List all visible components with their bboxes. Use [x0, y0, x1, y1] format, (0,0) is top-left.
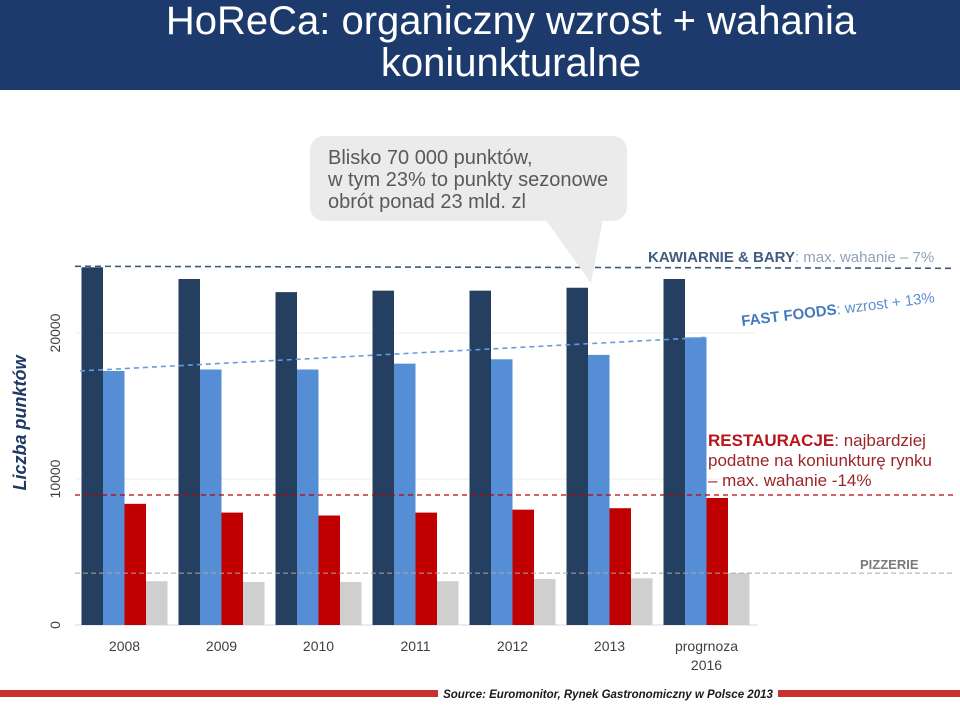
annotation-restauracje: RESTAURACJE: najbardziej podatne na koni…	[708, 431, 932, 491]
bar-restauracje-2013	[609, 508, 631, 625]
callout-tail	[545, 219, 603, 283]
callout-line: Blisko 70 000 punktów,	[328, 147, 533, 169]
bar-pizzerie-2013	[631, 578, 653, 625]
bar-kawiarnie-bary-2009	[178, 278, 200, 625]
x-category-label: 2012	[497, 638, 528, 654]
reference-lines	[74, 265, 956, 574]
x-axis-categories: 2008 2009 2010 2011 2012 2013 progrnoza 2016	[109, 638, 738, 673]
bar-kawiarnie-bary-2011	[372, 290, 394, 625]
bar-fast-foods-2012	[491, 359, 513, 625]
annotation-line: RESTAURACJE: najbardziej	[708, 431, 932, 451]
x-category-label: 2011	[400, 638, 430, 654]
bar-fast-foods-2013	[588, 354, 610, 625]
bar-fast-foods-2011	[394, 363, 416, 625]
x-category-label: 2013	[594, 638, 625, 654]
bar-pizzerie-progrnoza-2016	[728, 573, 750, 625]
bar-kawiarnie-bary-2013	[566, 287, 588, 625]
y-tick-label: 0	[47, 621, 63, 629]
annotation-text: : max. wahanie – 7%	[794, 249, 935, 266]
bar-restauracje-2010	[318, 515, 340, 625]
bar-restauracje-2008	[124, 503, 146, 625]
annotation-line: podatne na koniunkturę rynku	[708, 451, 932, 471]
bar-pizzerie-2008	[146, 581, 168, 625]
bar-kawiarnie-bary-2008	[81, 267, 103, 625]
bar-kawiarnie-bary-2012	[469, 290, 491, 625]
bar-restauracje-2009	[221, 512, 243, 625]
bar-fast-foods-progrnoza-2016	[685, 337, 707, 625]
ref-line-kawiarnie-bary	[74, 265, 956, 270]
bar-pizzerie-2012	[534, 579, 556, 625]
slide-title: HoReCa: organiczny wzrost + wahania koni…	[165, 0, 857, 85]
y-tick-label: 10000	[47, 459, 63, 498]
bar-kawiarnie-bary-2010	[275, 292, 297, 625]
bar-kawiarnie-bary-progrnoza-2016	[663, 278, 685, 625]
header-bar: HoReCa: organiczny wzrost + wahania koni…	[0, 0, 960, 90]
bar-pizzerie-2010	[340, 581, 362, 625]
y-axis-ticks: 0 10000 20000	[47, 313, 63, 629]
y-tick-label: 20000	[47, 313, 63, 352]
bar-fast-foods-2008	[103, 370, 125, 625]
bar-restauracje-progrnoza-2016	[706, 497, 728, 625]
bar-pizzerie-2009	[243, 581, 265, 625]
y-axis-label: Liczba punktów	[10, 355, 30, 491]
bar-pizzerie-2011	[437, 581, 459, 625]
chart-bars	[81, 267, 750, 625]
annotation-line: – max. wahanie -14%	[708, 471, 932, 491]
bar-restauracje-2012	[512, 509, 534, 625]
bar-fast-foods-2009	[200, 369, 222, 625]
bar-restauracje-2011	[415, 512, 437, 625]
annotation-kawiarnie: KAWIARNIE & BARY: max. wahanie – 7%	[648, 249, 934, 267]
x-category-label: 2008	[109, 638, 140, 654]
x-category-label: progrnoza 2016	[675, 638, 738, 673]
source-note: Source: Euromonitor, Rynek Gastronomiczn…	[438, 687, 778, 703]
annotation-label: RESTAURACJE	[708, 431, 835, 450]
annotation-label: KAWIARNIE & BARY	[648, 249, 795, 266]
callout-line: w tym 23% to punkty sezonowe	[328, 169, 609, 191]
bar-fast-foods-2010	[297, 369, 319, 625]
annotation-text: : najbardziej	[834, 431, 926, 450]
x-category-label: 2009	[206, 638, 237, 654]
callout-bubble: Blisko 70 000 punktów, w tym 23% to punk…	[310, 136, 627, 221]
annotation-text: – max. wahanie -14%	[708, 471, 872, 490]
trend-line-fast-foods	[79, 336, 707, 372]
annotation-pizzerie: PIZZERIE	[860, 557, 919, 572]
x-category-label: 2010	[303, 638, 334, 654]
callout-line: obrót ponad 23 mld. zl	[328, 191, 526, 213]
annotation-text: podatne na koniunkturę rynku	[708, 451, 932, 470]
